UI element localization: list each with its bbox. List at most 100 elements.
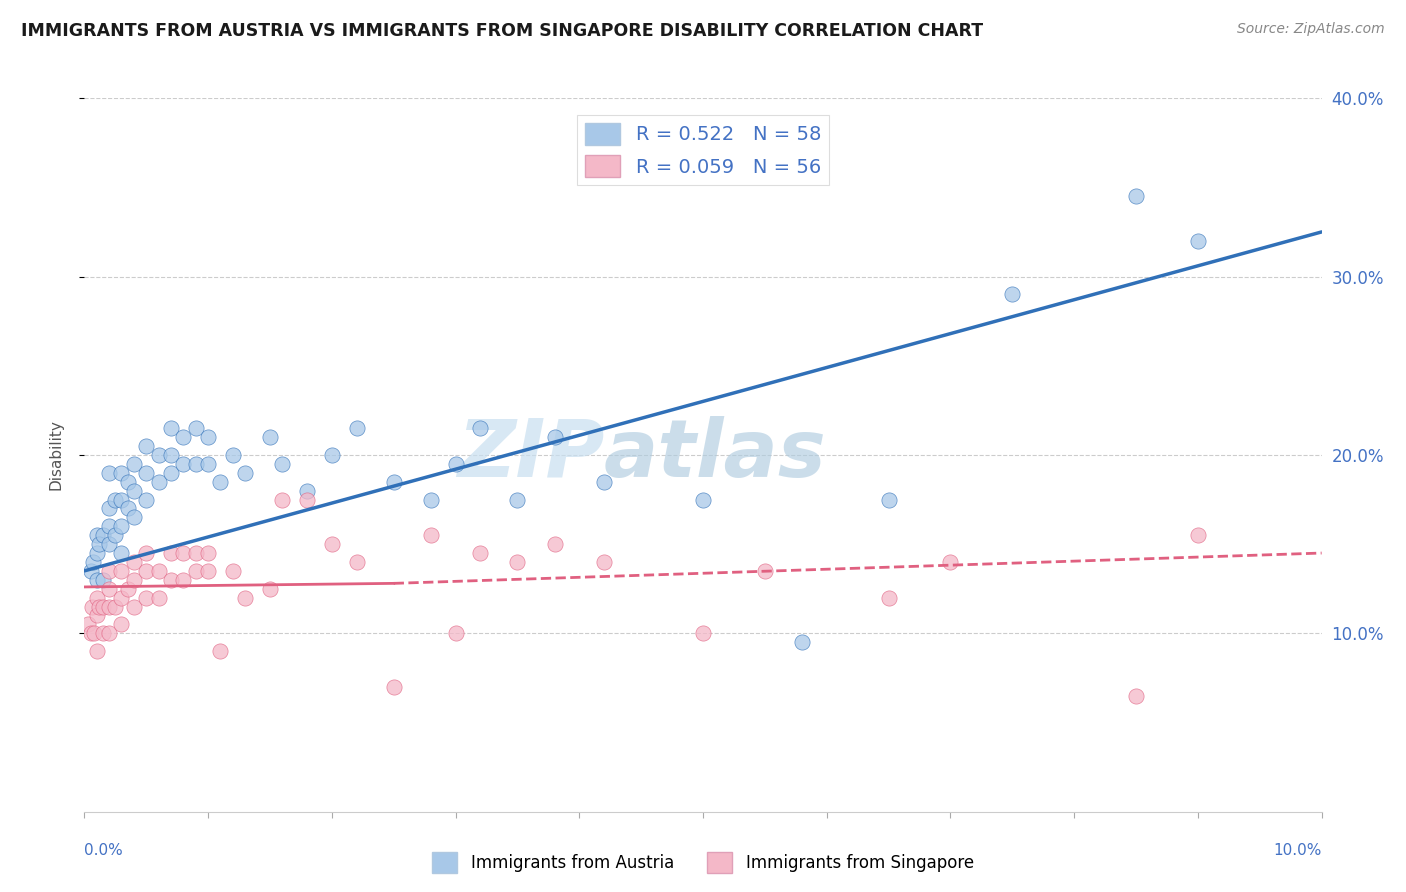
Point: [110, 617, 132, 632]
Point: [419, 492, 441, 507]
Point: [110, 546, 132, 560]
Point: [148, 475, 170, 489]
Point: [877, 492, 900, 507]
Point: [271, 492, 294, 507]
Point: [1187, 234, 1209, 248]
Point: [110, 492, 132, 507]
Point: [419, 528, 441, 542]
Legend: Immigrants from Austria, Immigrants from Singapore: Immigrants from Austria, Immigrants from…: [426, 846, 980, 880]
Point: [110, 591, 132, 605]
Point: [122, 457, 145, 471]
Point: [135, 546, 157, 560]
Point: [82, 555, 104, 569]
Point: [470, 546, 492, 560]
Point: [104, 492, 127, 507]
Point: [98, 582, 121, 596]
Point: [1001, 287, 1024, 301]
Point: [98, 466, 121, 480]
Point: [135, 492, 157, 507]
Point: [86, 608, 108, 623]
Point: [543, 430, 565, 444]
Point: [259, 582, 281, 596]
Point: [104, 528, 127, 542]
Point: [470, 421, 492, 435]
Point: [86, 528, 108, 542]
Point: [172, 573, 194, 587]
Point: [593, 475, 616, 489]
Point: [160, 448, 183, 462]
Point: [98, 537, 121, 551]
Point: [86, 546, 108, 560]
Point: [506, 492, 529, 507]
Point: [790, 635, 813, 649]
Point: [444, 457, 467, 471]
Point: [233, 591, 256, 605]
Point: [110, 564, 132, 578]
Point: [110, 466, 132, 480]
Point: [877, 591, 900, 605]
Point: [98, 599, 121, 614]
Text: 10.0%: 10.0%: [1274, 843, 1322, 858]
Point: [444, 626, 467, 640]
Point: [259, 430, 281, 444]
Point: [122, 510, 145, 524]
Point: [295, 492, 318, 507]
Point: [148, 591, 170, 605]
Text: Source: ZipAtlas.com: Source: ZipAtlas.com: [1237, 22, 1385, 37]
Point: [346, 421, 368, 435]
Point: [209, 475, 232, 489]
Text: IMMIGRANTS FROM AUSTRIA VS IMMIGRANTS FROM SINGAPORE DISABILITY CORRELATION CHAR: IMMIGRANTS FROM AUSTRIA VS IMMIGRANTS FR…: [21, 22, 983, 40]
Point: [122, 573, 145, 587]
Point: [197, 457, 219, 471]
Point: [939, 555, 962, 569]
Point: [91, 599, 114, 614]
Point: [222, 448, 245, 462]
Point: [184, 421, 207, 435]
Point: [160, 573, 183, 587]
Point: [346, 555, 368, 569]
Point: [172, 430, 194, 444]
Point: [86, 591, 108, 605]
Point: [122, 555, 145, 569]
Point: [80, 599, 103, 614]
Point: [89, 537, 111, 551]
Point: [593, 555, 616, 569]
Point: [148, 564, 170, 578]
Point: [197, 430, 219, 444]
Point: [98, 626, 121, 640]
Text: ZIP: ZIP: [457, 416, 605, 494]
Point: [98, 564, 121, 578]
Point: [91, 626, 114, 640]
Point: [1125, 689, 1147, 703]
Point: [86, 644, 108, 658]
Point: [117, 582, 139, 596]
Point: [104, 599, 127, 614]
Point: [135, 439, 157, 453]
Point: [89, 599, 111, 614]
Point: [382, 475, 405, 489]
Text: atlas: atlas: [605, 416, 827, 494]
Point: [197, 546, 219, 560]
Point: [271, 457, 294, 471]
Point: [117, 501, 139, 516]
Point: [160, 421, 183, 435]
Point: [692, 492, 714, 507]
Point: [98, 519, 121, 533]
Point: [382, 680, 405, 694]
Point: [172, 546, 194, 560]
Point: [754, 564, 776, 578]
Point: [184, 457, 207, 471]
Point: [117, 475, 139, 489]
Point: [321, 448, 343, 462]
Point: [160, 546, 183, 560]
Point: [1125, 189, 1147, 203]
Point: [98, 501, 121, 516]
Point: [91, 528, 114, 542]
Point: [122, 599, 145, 614]
Point: [295, 483, 318, 498]
Point: [110, 519, 132, 533]
Point: [122, 483, 145, 498]
Point: [83, 626, 105, 640]
Point: [692, 626, 714, 640]
Point: [77, 617, 100, 632]
